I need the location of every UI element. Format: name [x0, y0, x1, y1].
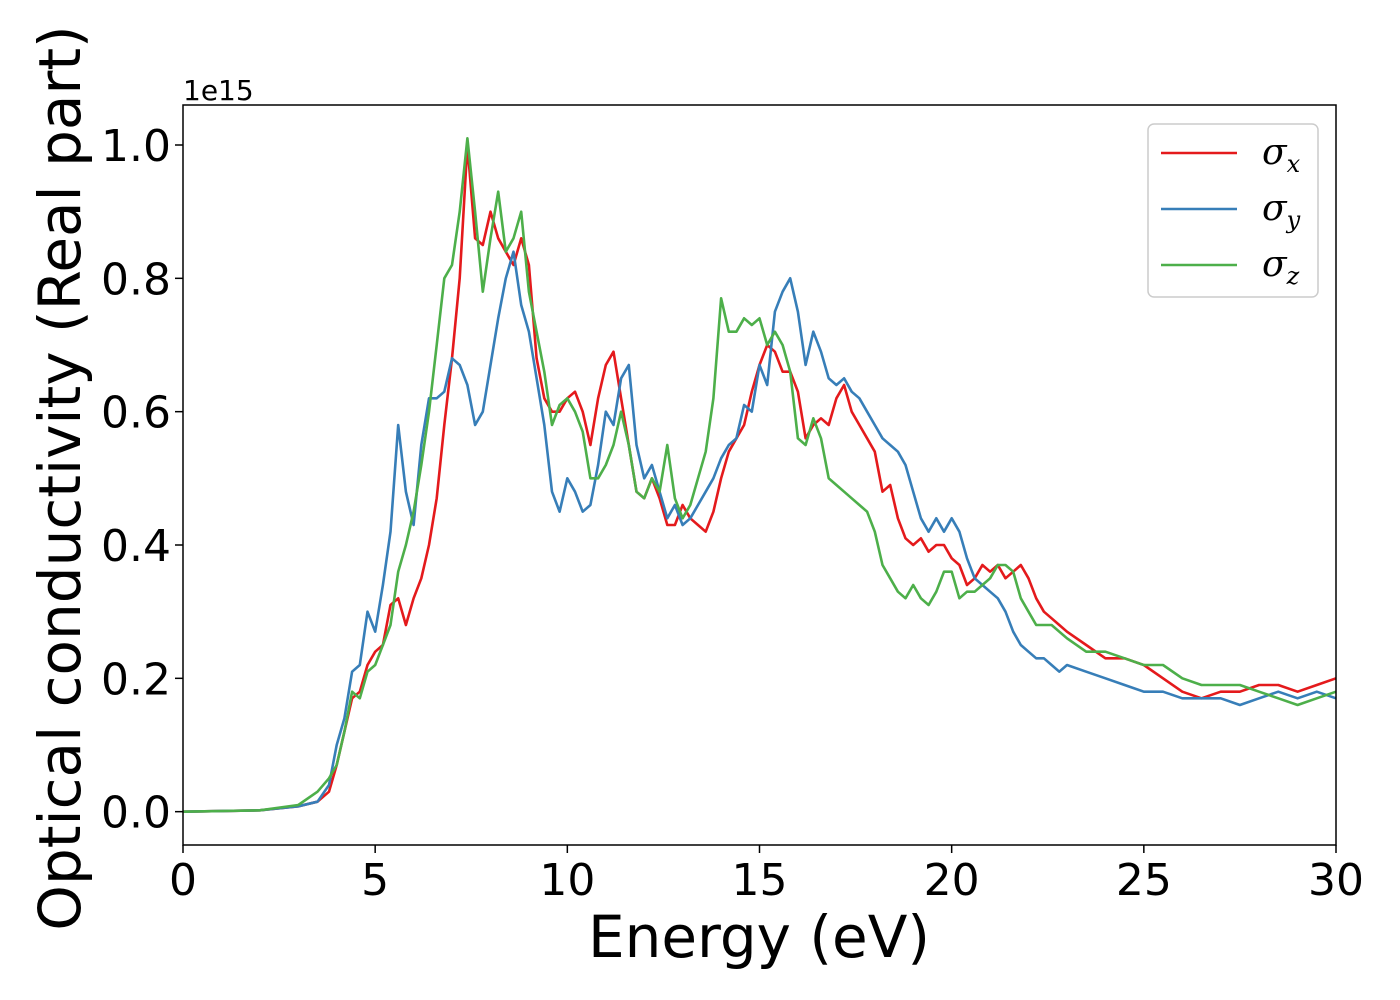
legend-symbol: σ: [1262, 132, 1288, 173]
y-axis-ticks: 0.0 0.2 0.4 0.6 0.8 1.0: [101, 121, 183, 839]
x-tick-label: 0: [169, 855, 197, 906]
y-tick-label: 1.0: [101, 121, 171, 172]
x-axis-ticks: 0 5 10 15 20 25 30: [169, 845, 1364, 906]
legend-symbol: σ: [1262, 244, 1288, 285]
x-axis-label: Energy (eV): [588, 903, 930, 971]
x-tick-label: 20: [924, 855, 980, 906]
x-tick-label: 25: [1116, 855, 1172, 906]
x-tick-label: 5: [361, 855, 389, 906]
series-line-sigma-z: [182, 137, 1337, 813]
x-tick-label: 10: [539, 855, 595, 906]
legend-label-sigma-x: σx: [1262, 132, 1301, 178]
x-tick-label: 15: [732, 855, 788, 906]
legend-subscript: y: [1286, 206, 1301, 234]
y-offset-label: 1e15: [183, 74, 254, 107]
legend-symbol: σ: [1262, 188, 1288, 229]
legend-box: [1147, 123, 1319, 298]
legend-subscript: x: [1287, 150, 1301, 178]
y-tick-label: 0.2: [101, 654, 171, 705]
y-tick-label: 0.6: [101, 388, 171, 439]
series-line-sigma-y: [182, 250, 1337, 813]
legend-label-sigma-z: σz: [1262, 244, 1300, 290]
y-axis-label: Optical conductivity (Real part): [26, 25, 94, 930]
y-tick-label: 0.0: [101, 788, 171, 839]
y-tick-label: 0.8: [101, 254, 171, 305]
legend-label-sigma-y: σy: [1262, 188, 1301, 234]
legend-subscript: z: [1286, 262, 1300, 290]
series-lines: [182, 137, 1337, 813]
y-tick-label: 0.4: [101, 521, 171, 572]
x-tick-label: 30: [1308, 855, 1364, 906]
